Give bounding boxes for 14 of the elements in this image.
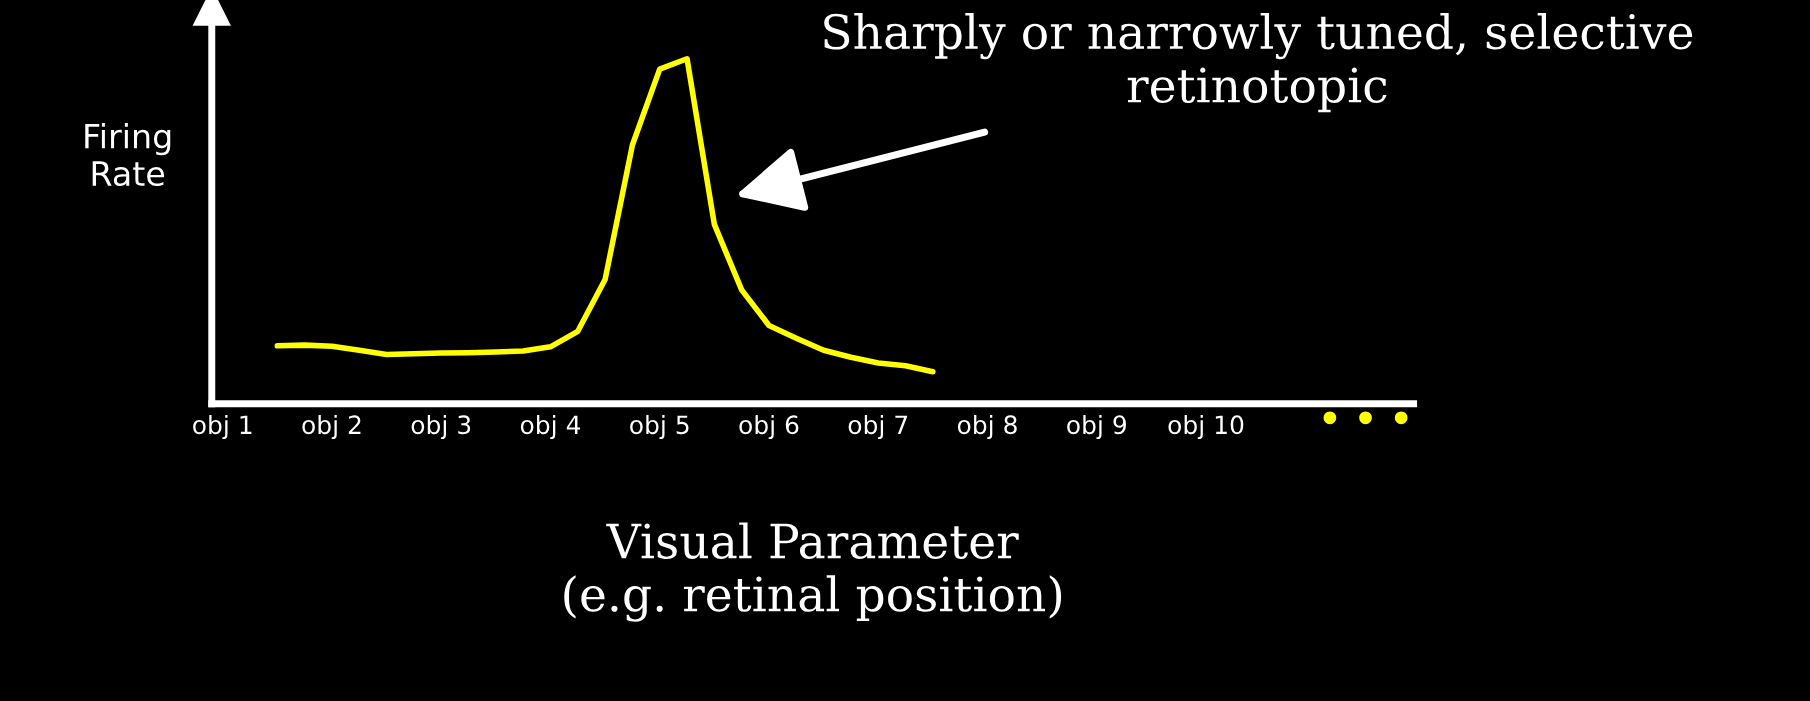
- x-axis-title: Visual Parameter (e.g. retinal position): [564, 522, 1062, 622]
- x-tick-label: obj 5: [630, 414, 689, 440]
- x-tick-label: obj 7: [848, 414, 908, 440]
- text: • • •: [1323, 411, 1408, 425]
- x-tick-label: obj 10: [1168, 414, 1244, 440]
- x-tick-label: obj 2: [302, 414, 361, 440]
- x-tick-label: obj 9: [1067, 414, 1126, 440]
- x-tick-label: obj 1: [193, 414, 252, 440]
- annotation: Sharply or narrowly tuned, selective retinotopic: [824, 12, 1693, 113]
- x-tick-label: obj 3: [411, 414, 471, 440]
- x-tick-label: obj 6: [739, 414, 799, 440]
- x-tick-label: obj 8: [957, 414, 1017, 440]
- y-axis-title: Firing Rate: [85, 122, 171, 187]
- x-tick-label: obj 4: [520, 414, 581, 440]
